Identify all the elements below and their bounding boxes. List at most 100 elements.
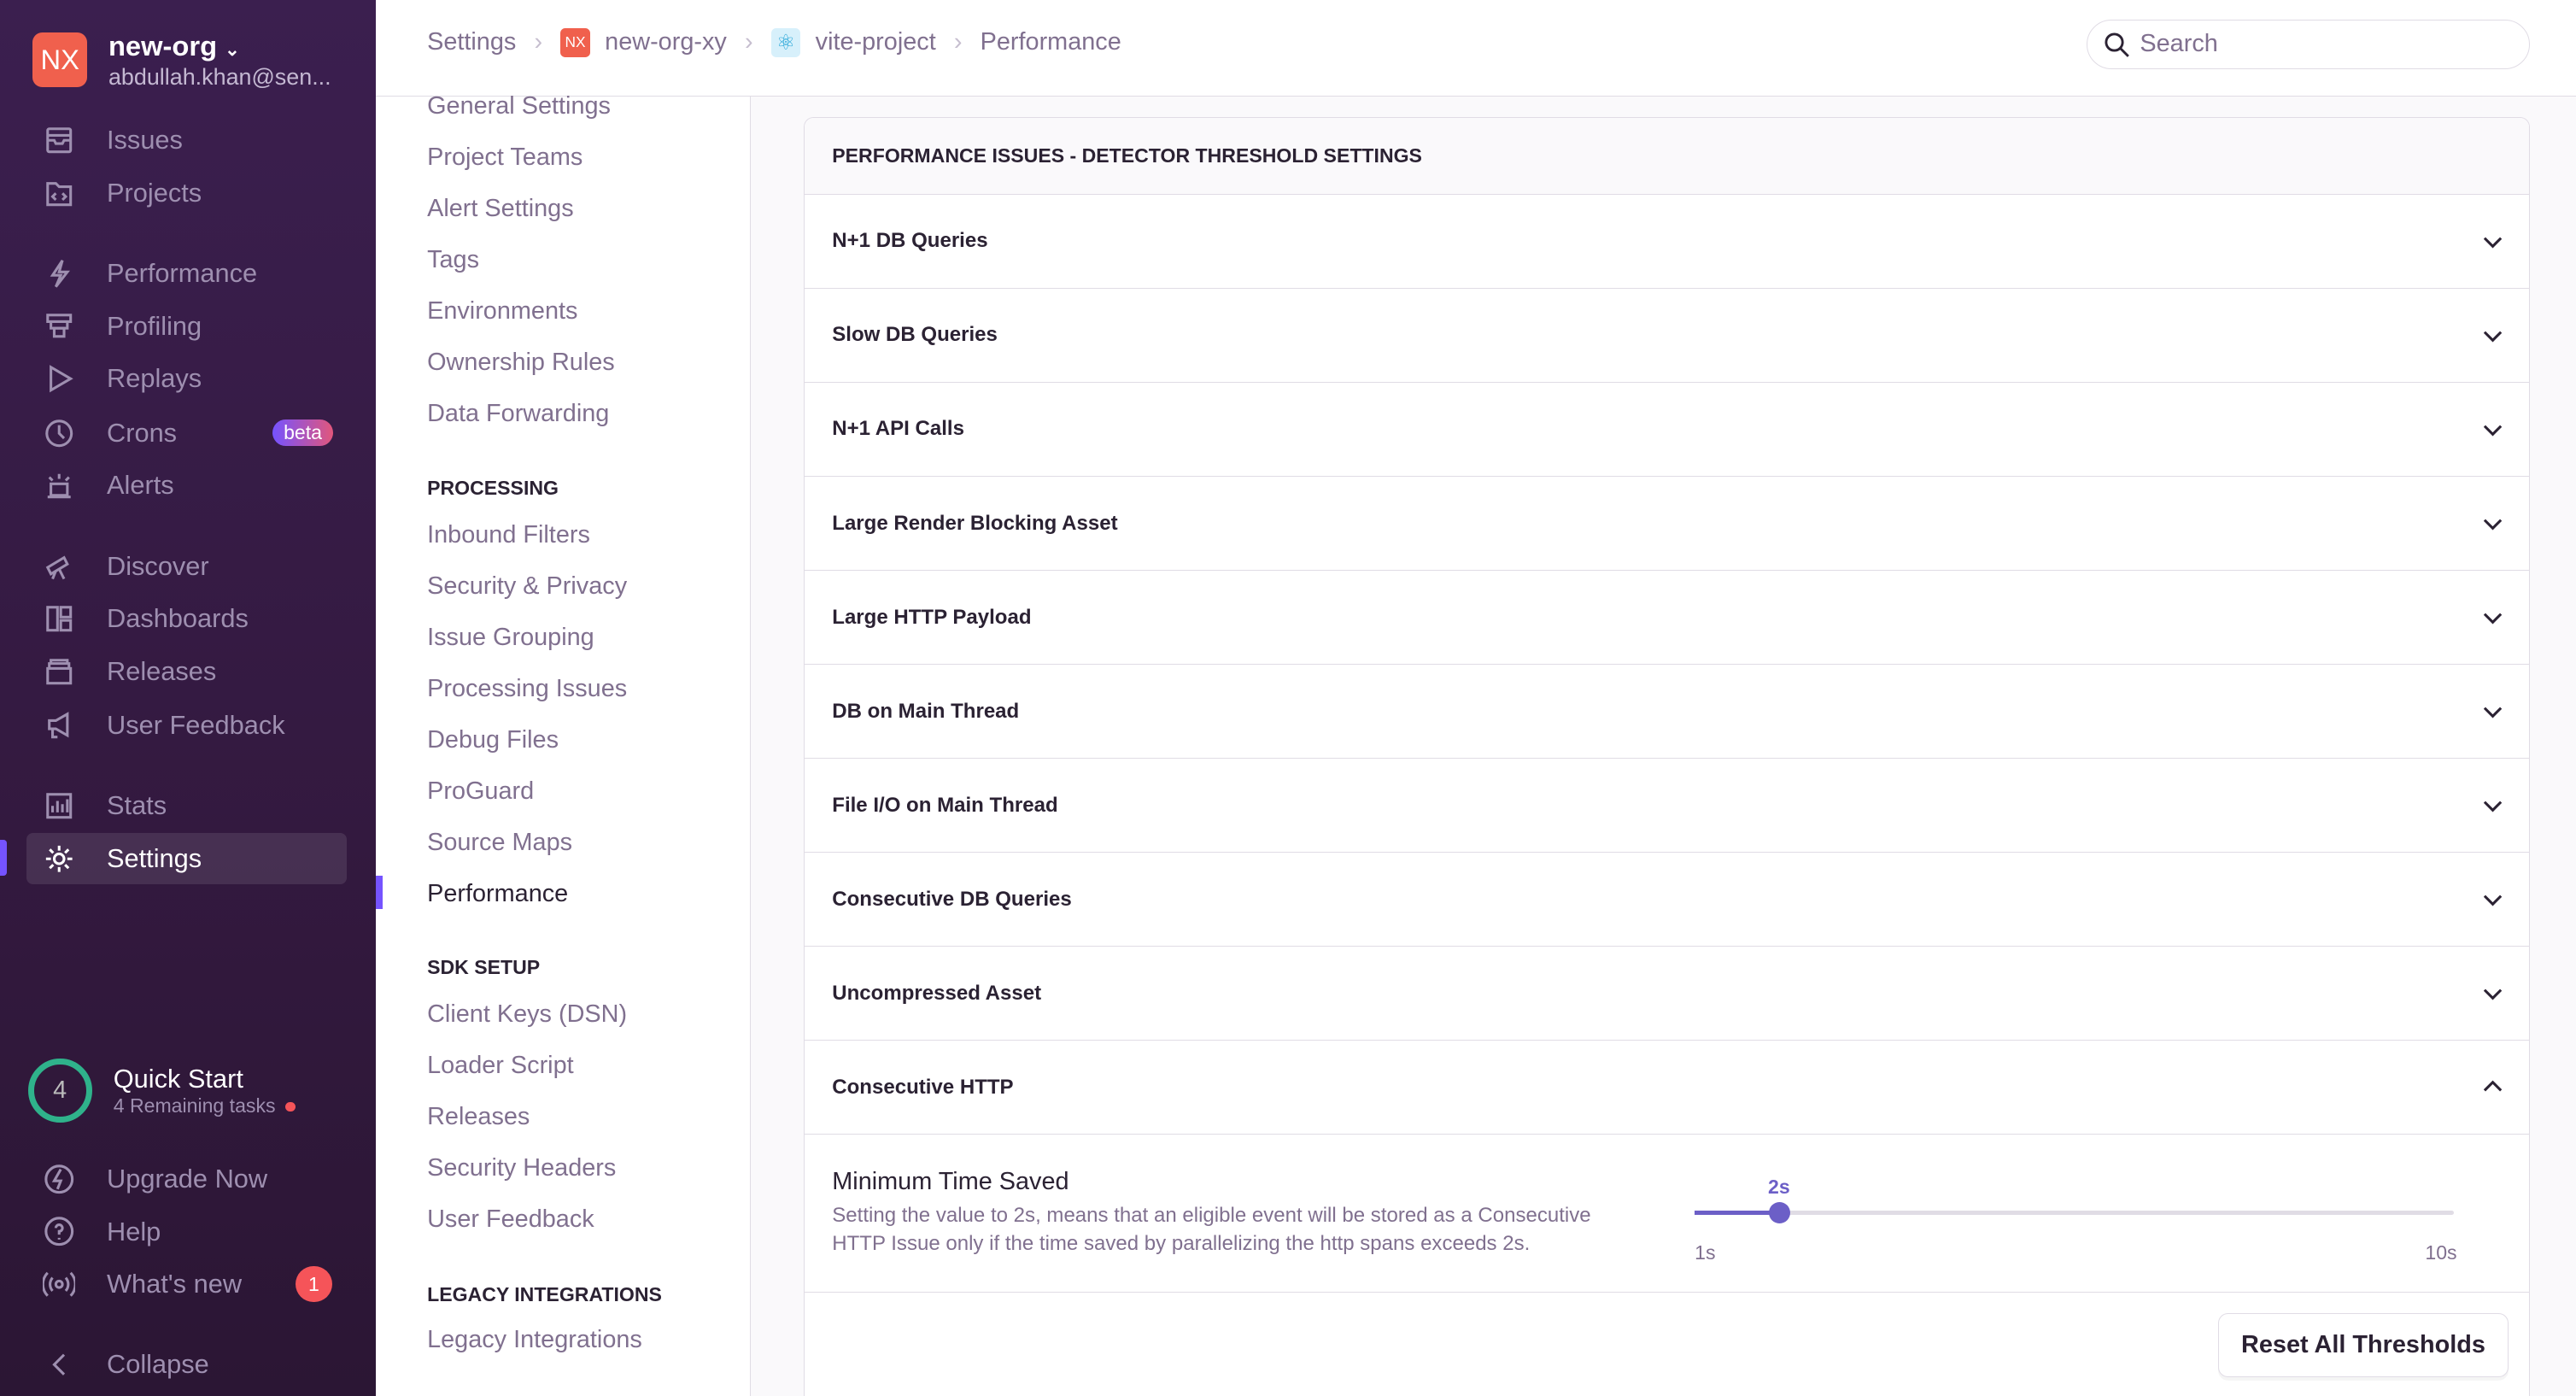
org-name: new-org [108,29,218,62]
subnav-item-general-settings[interactable]: General Settings [427,91,611,120]
search-icon [2105,32,2129,57]
minimum-time-saved-slider[interactable]: 2s 1s 10s [1695,1176,2457,1266]
sidebar-item-profiling[interactable]: Profiling [26,301,347,352]
breadcrumb-project[interactable]: vite-project [815,28,936,56]
gear-icon [45,845,73,872]
chevron-down-icon[interactable] [2483,983,2503,1003]
quick-start-title: Quick Start [113,1063,243,1094]
detector-row[interactable]: File I/O on Main Thread [804,759,2530,853]
detector-row[interactable]: Slow DB Queries [804,289,2530,383]
slider-thumb[interactable] [1769,1201,1791,1223]
notification-dot [285,1101,296,1112]
main-content: PERFORMANCE ISSUES - DETECTOR THRESHOLD … [751,97,2576,1396]
subnav-item-project-teams[interactable]: Project Teams [427,143,583,171]
package-icon [46,658,73,684]
sidebar-item-label: Upgrade Now [107,1164,268,1194]
sidebar-item-stats[interactable]: Stats [26,781,347,832]
sidebar-item-label: User Feedback [107,710,285,741]
chevron-down-icon[interactable] [2483,513,2503,533]
subnav-item-alert-settings[interactable]: Alert Settings [427,194,574,222]
detector-row[interactable]: Consecutive HTTP [804,1041,2530,1135]
subnav-item-tags[interactable]: Tags [427,245,480,273]
stats-icon [46,793,73,819]
subnav-item-source-maps[interactable]: Source Maps [427,828,573,856]
beta-badge: beta [272,419,334,447]
subnav-item-environments[interactable]: Environments [427,296,578,325]
detector-row[interactable]: Large HTTP Payload [804,571,2530,666]
quick-start[interactable]: 4 Quick Start 4 Remaining tasks [27,1058,296,1123]
breadcrumb-org[interactable]: new-org-xy [605,28,727,56]
detector-row[interactable]: N+1 API Calls [804,383,2530,477]
field-title: Minimum Time Saved [832,1167,1069,1195]
detector-row[interactable]: Consecutive DB Queries [804,853,2530,947]
chevron-down-icon[interactable] [2483,326,2503,345]
sidebar-item-label: What's new [107,1269,243,1299]
reset-all-thresholds-button[interactable]: Reset All Thresholds [2217,1312,2509,1377]
chevron-right-icon: › [744,28,753,56]
subnav-item-client-keys-dsn-[interactable]: Client Keys (DSN) [427,1000,628,1029]
chevron-up-icon[interactable] [2483,1077,2503,1097]
sidebar-item-user-feedback[interactable]: User Feedback [26,700,347,751]
sidebar-item-crons[interactable]: Crons beta [26,408,347,459]
chevron-down-icon[interactable] [2483,232,2503,251]
subnav-item-security-privacy[interactable]: Security & Privacy [427,572,628,600]
quick-start-progress-ring: 4 [27,1058,92,1123]
collapse-button[interactable]: Collapse [26,1340,347,1391]
sidebar-item-settings[interactable]: Settings [26,833,347,884]
sidebar-item-label: Profiling [107,310,202,341]
active-indicator [0,839,7,877]
sidebar-item-performance[interactable]: Performance [26,248,347,299]
chevron-down-icon[interactable] [2483,701,2503,721]
chevron-down-icon[interactable] [2483,607,2503,627]
sidebar-item-label: Crons [107,417,178,448]
sidebar-item-help[interactable]: Help [26,1206,347,1258]
sidebar-item-upgrade[interactable]: Upgrade Now [26,1153,347,1205]
sidebar-item-whats-new[interactable]: What's new 1 [26,1258,347,1310]
siren-icon [47,473,71,499]
sidebar-item-discover[interactable]: Discover [26,541,347,592]
detector-row[interactable]: N+1 DB Queries [804,195,2530,289]
field-description: Setting the value to 2s, means that an e… [832,1203,1591,1255]
subnav-item-processing-issues[interactable]: Processing Issues [427,674,628,702]
detector-row[interactable]: Uncompressed Asset [804,947,2530,1041]
subnav-item-legacy-integrations[interactable]: Legacy Integrations [427,1326,642,1354]
clock-icon [45,419,73,447]
sidebar-item-label: Issues [107,125,183,155]
sidebar-item-projects[interactable]: Projects [26,167,347,219]
slider-min-label: 1s [1695,1241,1716,1264]
subnav-item-performance[interactable]: Performance [427,879,569,907]
sidebar-item-alerts[interactable]: Alerts [26,460,347,512]
subnav-item-debug-files[interactable]: Debug Files [427,725,559,754]
sidebar-item-label: Alerts [107,470,174,501]
settings-subnav: General Settings Project Teams Alert Setti… [376,92,752,1396]
chevron-down-icon[interactable] [2483,419,2503,439]
subnav-item-user-feedback[interactable]: User Feedback [427,1205,594,1234]
chevron-down-icon[interactable] [2483,795,2503,815]
sidebar-item-replays[interactable]: Replays [26,354,347,405]
org-switcher[interactable]: NX new-org ⌄ abdullah.khan@sen... [32,30,331,91]
minimum-time-saved-field: Minimum Time Saved Setting the value to … [804,1135,2530,1293]
subnav-item-data-forwarding[interactable]: Data Forwarding [427,399,610,427]
quick-start-subtitle: 4 Remaining tasks [113,1094,276,1117]
subnav-item-inbound-filters[interactable]: Inbound Filters [427,520,590,548]
lightning-icon [50,260,70,288]
slider-fill [1695,1210,1779,1216]
subnav-item-loader-script[interactable]: Loader Script [427,1052,574,1080]
detector-row[interactable]: Large Render Blocking Asset [804,477,2530,572]
subnav-item-security-headers[interactable]: Security Headers [427,1154,617,1182]
detector-label: DB on Main Thread [832,699,1020,723]
slider-track[interactable] [1695,1210,2454,1216]
subnav-item-proguard[interactable]: ProGuard [427,777,535,805]
sidebar-item-issues[interactable]: Issues [26,115,347,167]
subnav-item-ownership-rules[interactable]: Ownership Rules [427,348,615,376]
breadcrumb-settings[interactable]: Settings [427,28,517,56]
search-input[interactable]: Search [2086,20,2531,69]
panel-title: PERFORMANCE ISSUES - DETECTOR THRESHOLD … [804,117,2530,195]
sidebar-item-dashboards[interactable]: Dashboards [26,593,347,644]
subnav-item-releases[interactable]: Releases [427,1103,530,1131]
sidebar-item-releases[interactable]: Releases [26,646,347,697]
active-indicator [376,876,383,909]
chevron-down-icon[interactable] [2483,889,2503,909]
detector-row[interactable]: DB on Main Thread [804,665,2530,760]
subnav-item-issue-grouping[interactable]: Issue Grouping [427,623,594,651]
